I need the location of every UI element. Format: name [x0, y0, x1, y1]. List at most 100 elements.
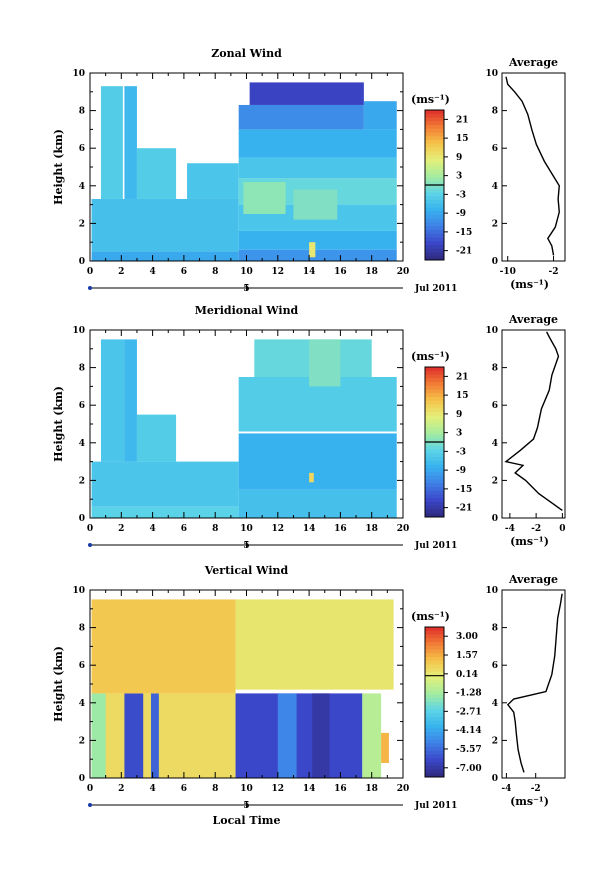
average-y-tick-label: 10 [485, 69, 498, 79]
date-axis-start-marker [88, 803, 92, 807]
y-tick-label: 6 [79, 661, 85, 671]
average-title: Average [508, 573, 558, 586]
colorbar-segment-11 [425, 151, 444, 156]
average-y-tick-label: 2 [492, 219, 498, 229]
heatmap-cell-5 [235, 693, 363, 778]
colorbar-tick-label: -3 [456, 447, 466, 457]
x-tick-label: 12 [272, 784, 285, 794]
heatmap-cell-1 [91, 198, 239, 252]
y-tick-label: 8 [79, 107, 85, 117]
x-tick-label: 4 [149, 267, 155, 277]
y-axis-label: Height (km) [52, 386, 65, 462]
heatmap-cell-2 [124, 86, 137, 199]
colorbar-segment-19 [425, 181, 444, 186]
colorbar-segment-30 [425, 739, 444, 744]
x-tick-label: 18 [365, 267, 378, 277]
colorbar-segment-6 [425, 389, 444, 394]
colorbar-segment-35 [425, 498, 444, 503]
y-tick-label: 4 [79, 439, 85, 449]
colorbar-segment-34 [425, 494, 444, 499]
colorbar-segment-27 [425, 211, 444, 216]
x-tick-label: 10 [240, 784, 253, 794]
colorbar-segment-0 [425, 367, 444, 372]
colorbar-segment-20 [425, 442, 444, 447]
colorbar-segment-17 [425, 690, 444, 695]
x-tick-label: 6 [181, 267, 187, 277]
heatmap-cell-10 [309, 472, 314, 483]
colorbar-segment-1 [425, 630, 444, 635]
colorbar-segment-7 [425, 393, 444, 398]
colorbar-segment-19 [425, 438, 444, 443]
average-y-tick-label: 4 [492, 439, 498, 449]
average-y-tick-label: 8 [492, 107, 498, 117]
colorbar-segment-15 [425, 166, 444, 171]
colorbar-segment-17 [425, 430, 444, 435]
panel-title: Vertical Wind [204, 564, 289, 577]
colorbar-segment-25 [425, 720, 444, 725]
colorbar-unit-label: (ms⁻¹) [411, 350, 450, 363]
colorbar-segment-2 [425, 374, 444, 379]
colorbar-unit-label: (ms⁻¹) [411, 610, 450, 623]
colorbar-segment-37 [425, 505, 444, 510]
average-profile-line [506, 593, 563, 773]
heatmap-cell-6 [238, 249, 397, 261]
colorbar-segment-12 [425, 672, 444, 677]
colorbar-segment-24 [425, 200, 444, 205]
colorbar-segment-26 [425, 724, 444, 729]
colorbar-segment-12 [425, 155, 444, 160]
colorbar-tick-label: -21 [456, 504, 472, 514]
colorbar-segment-27 [425, 728, 444, 733]
colorbar-segment-24 [425, 457, 444, 462]
heatmap-cell-1 [91, 693, 106, 778]
y-tick-label: 6 [79, 401, 85, 411]
colorbar-segment-8 [425, 397, 444, 402]
heatmap-cell-16 [293, 189, 338, 220]
heatmap-cell-2 [100, 339, 125, 462]
x-tick-label: 4 [149, 784, 155, 794]
colorbar-segment-18 [425, 434, 444, 439]
y-axis-label: Height (km) [52, 646, 65, 722]
heatmap-cell-0 [91, 251, 239, 261]
colorbar-segment-9 [425, 400, 444, 405]
colorbar-segment-2 [425, 634, 444, 639]
colorbar-segment-0 [425, 627, 444, 632]
heatmap-cell-3 [151, 693, 159, 778]
y-tick-label: 10 [72, 326, 85, 336]
colorbar-segment-35 [425, 758, 444, 763]
average-x-tick-label: -4 [505, 524, 515, 534]
colorbar-segment-27 [425, 468, 444, 473]
colorbar-segment-9 [425, 143, 444, 148]
colorbar-segment-5 [425, 385, 444, 390]
x-tick-label: 18 [365, 524, 378, 534]
x-tick-label: 2 [118, 267, 124, 277]
average-x-tick-label: -2 [531, 784, 541, 794]
colorbar-segment-13 [425, 415, 444, 420]
colorbar-segment-13 [425, 158, 444, 163]
colorbar-segment-16 [425, 427, 444, 432]
x-tick-label: 12 [272, 524, 285, 534]
x-tick-label: 0 [87, 267, 93, 277]
average-y-tick-label: 2 [492, 736, 498, 746]
x-tick-label: 16 [334, 784, 347, 794]
colorbar-segment-26 [425, 207, 444, 212]
heatmap-cell-6 [238, 433, 397, 490]
colorbar-segment-1 [425, 370, 444, 375]
average-y-tick-label: 0 [492, 257, 498, 267]
y-tick-label: 10 [72, 586, 85, 596]
colorbar-segment-31 [425, 483, 444, 488]
colorbar-segment-4 [425, 642, 444, 647]
x-tick-label: 8 [212, 524, 218, 534]
heatmap-cell-2 [124, 693, 144, 778]
average-profile-line [504, 331, 563, 512]
colorbar-segment-6 [425, 132, 444, 137]
heatmap-cell-7 [238, 230, 397, 250]
colorbar-segment-0 [425, 110, 444, 115]
colorbar-segment-3 [425, 378, 444, 383]
x-tick-label: 0 [87, 524, 93, 534]
y-tick-label: 8 [79, 364, 85, 374]
colorbar-segment-7 [425, 136, 444, 141]
date-tick-label: 5 [243, 801, 249, 811]
colorbar-segment-38 [425, 509, 444, 514]
x-tick-label: 10 [240, 524, 253, 534]
colorbar-segment-35 [425, 241, 444, 246]
